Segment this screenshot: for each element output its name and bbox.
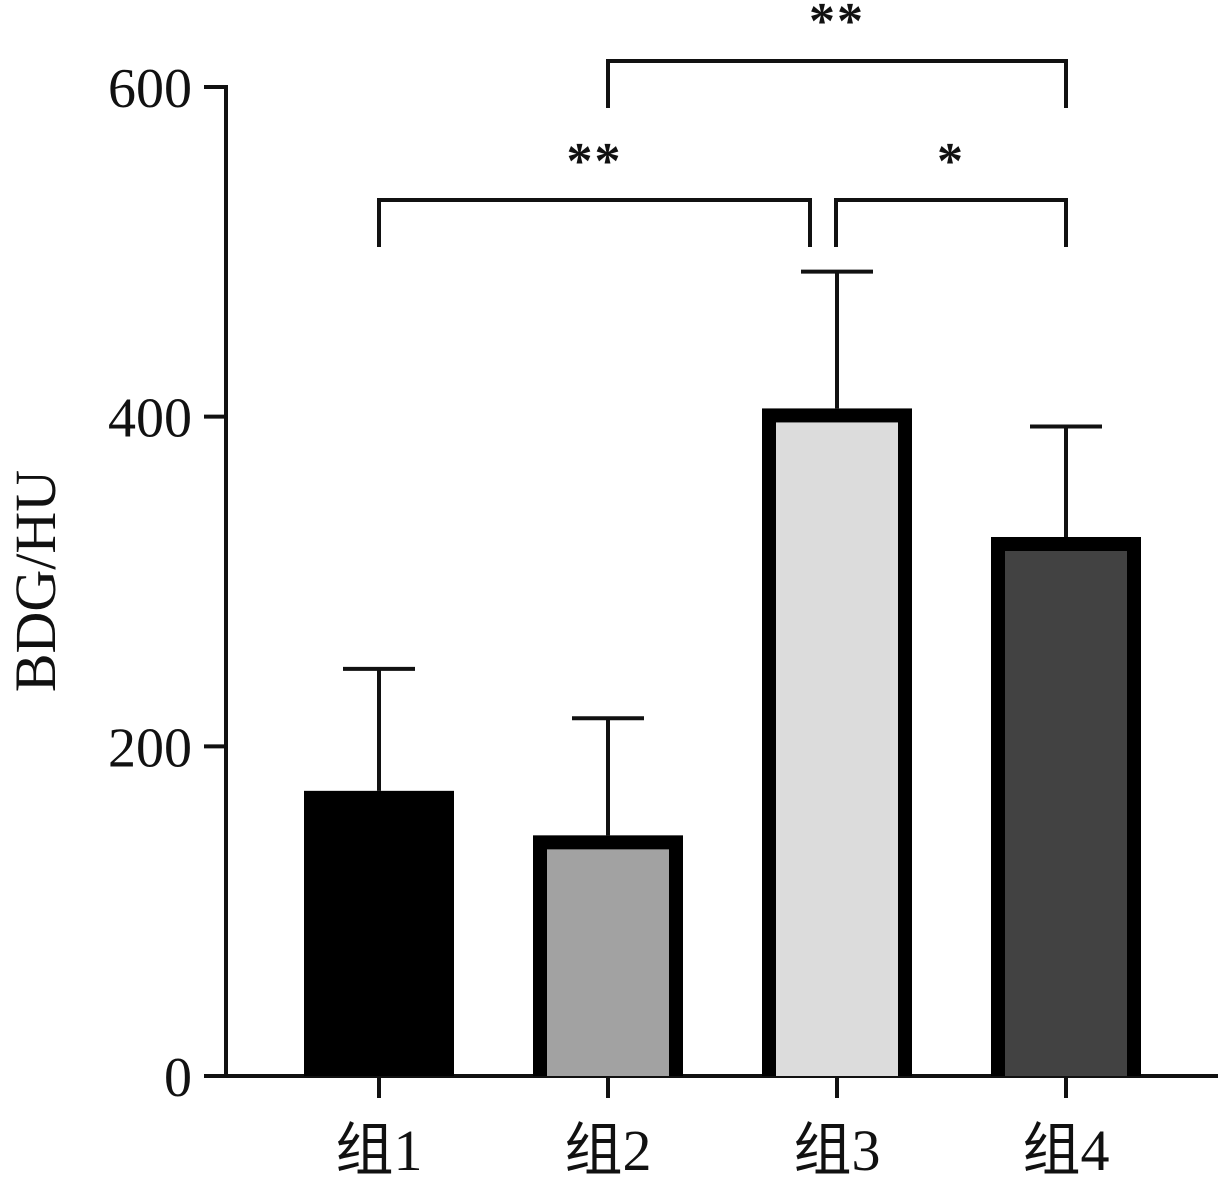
significance-bracket — [377, 198, 812, 247]
y-tick-label: 200 — [108, 717, 192, 779]
error-bars — [343, 269, 1102, 836]
x-category-label: 组3 — [793, 1118, 880, 1181]
significance-bracket — [834, 198, 1068, 247]
bar — [547, 849, 669, 1076]
significance-label: ** — [809, 0, 865, 50]
x-category-label: 组1 — [335, 1118, 422, 1181]
bar — [1005, 550, 1127, 1076]
y-tick-label: 600 — [108, 58, 192, 120]
significance-brackets — [377, 59, 1068, 247]
bar — [318, 804, 440, 1076]
significance-bracket — [606, 59, 1068, 108]
x-category-label: 组2 — [564, 1118, 651, 1181]
bar — [776, 422, 898, 1076]
y-tick-label: 0 — [164, 1047, 192, 1109]
significance-label: ** — [567, 133, 623, 190]
y-axis-title: BDG/HU — [3, 470, 68, 692]
y-tick-label: 400 — [108, 388, 192, 450]
significance-label: * — [937, 133, 965, 190]
x-category-label: 组4 — [1022, 1118, 1109, 1181]
bars — [304, 408, 1141, 1076]
